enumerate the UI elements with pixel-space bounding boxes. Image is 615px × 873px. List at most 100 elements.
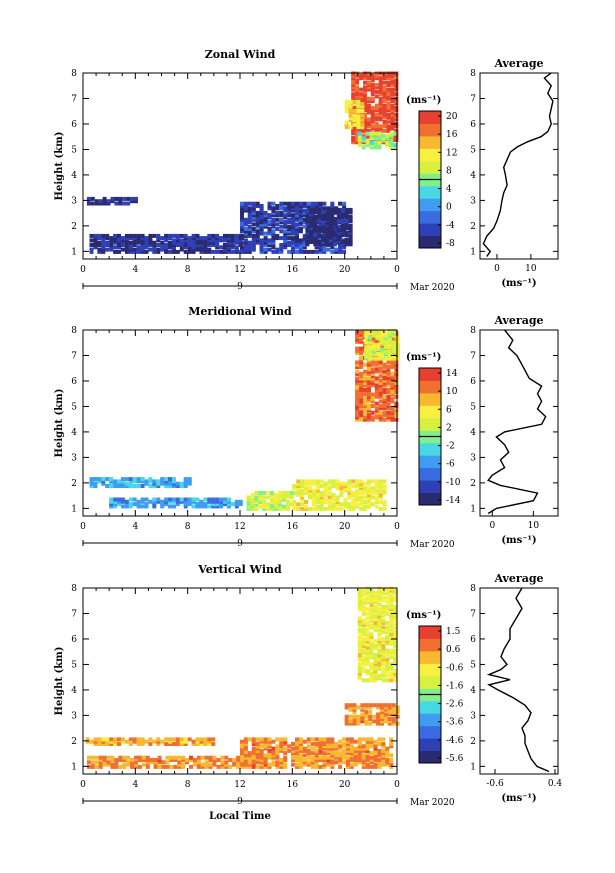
heatmap-cell-2 — [134, 764, 138, 769]
heatmap-cell-0 — [365, 591, 370, 596]
heatmap-cell-2 — [153, 758, 158, 762]
heatmap-cell-2 — [236, 760, 241, 765]
y-tick-label: 7 — [71, 351, 77, 361]
heatmap-cell-4 — [317, 219, 322, 224]
heatmap-cell-2 — [347, 479, 352, 484]
heatmap-cell-5 — [117, 240, 121, 245]
heatmap-cell-0 — [359, 394, 364, 399]
heatmap-cell-0 — [369, 646, 374, 651]
heatmap-cell-6 — [90, 196, 95, 201]
heatmap-cell-6 — [130, 199, 135, 204]
heatmap-cell-0 — [363, 108, 367, 113]
heatmap-cell-2 — [331, 497, 336, 502]
heatmap-cell-5 — [207, 238, 212, 243]
heatmap-cell-3 — [334, 227, 339, 231]
heatmap-cell-1 — [275, 744, 280, 749]
heatmap-cell-0 — [355, 413, 360, 418]
heatmap-cell-0 — [355, 335, 360, 340]
heatmap-cell-0 — [385, 648, 390, 653]
heatmap-cell-0 — [381, 648, 386, 653]
heatmap-cell-3 — [298, 222, 303, 227]
heatmap-cell-0 — [359, 360, 364, 365]
heatmap-cell-0 — [393, 618, 398, 623]
heatmap-cell-0 — [378, 78, 383, 83]
heatmap-cell-0 — [365, 627, 370, 632]
heatmap-cell-2 — [323, 490, 328, 495]
heatmap-cell-4 — [199, 502, 204, 507]
heatmap-cell-1 — [338, 755, 343, 760]
heatmap-cell-1 — [346, 748, 350, 753]
heatmap-cell-3 — [168, 737, 172, 742]
heatmap-cell-0 — [359, 415, 364, 420]
heatmap-cell-1 — [377, 737, 382, 742]
heatmap-cell-2 — [374, 486, 379, 491]
heatmap-cell-2 — [304, 488, 309, 493]
heatmap-cell-5 — [160, 245, 165, 250]
heatmap-cell-1 — [330, 742, 335, 746]
heatmap-cell-1 — [275, 764, 280, 769]
heatmap-cell-0 — [389, 598, 394, 602]
heatmap-cell-0 — [386, 119, 391, 124]
heatmap-cell-3 — [277, 495, 282, 500]
heatmap-cell-0 — [355, 365, 360, 369]
heatmap-cell-1 — [243, 742, 248, 746]
heatmap-cell-1 — [369, 751, 374, 756]
heatmap-cell-0 — [374, 89, 379, 94]
heatmap-cell-5 — [164, 236, 169, 241]
heatmap-cell-6 — [110, 199, 115, 204]
heatmap-cell-1 — [263, 742, 268, 746]
heatmap-cell-0 — [363, 369, 367, 374]
heatmap-cell-0 — [355, 140, 360, 145]
heatmap-cell-3 — [240, 224, 244, 229]
heatmap-cell-2 — [90, 760, 95, 765]
heatmap-cell-0 — [359, 376, 364, 381]
heatmap-cell-3 — [148, 737, 153, 742]
heatmap-cell-0 — [359, 399, 364, 404]
heatmap-cell-1 — [271, 751, 276, 756]
heatmap-cell-3 — [240, 215, 244, 220]
heatmap-cell-1 — [383, 331, 388, 336]
heatmap-cell-1 — [318, 751, 323, 756]
heatmap-cell-1 — [356, 113, 361, 118]
heatmap-cell-0 — [365, 630, 370, 635]
heatmap-cell-4 — [348, 714, 353, 719]
heatmap-cell-0 — [357, 669, 362, 674]
heatmap-cell-2 — [359, 500, 364, 504]
heatmap-cell-0 — [357, 588, 362, 593]
heatmap-cell-1 — [243, 748, 248, 753]
heatmap-cell-6 — [102, 201, 107, 206]
heatmap-cell-5 — [179, 481, 184, 486]
heatmap-cell-0 — [382, 387, 387, 392]
heatmap-cell-1 — [255, 751, 260, 756]
heatmap-cell-4 — [336, 237, 341, 242]
heatmap-cell-2 — [366, 493, 371, 498]
heatmap-cell-0 — [385, 625, 390, 630]
heatmap-cell-0 — [393, 648, 398, 653]
date-label: 9 — [237, 797, 243, 807]
heatmap-cell-1 — [369, 742, 374, 746]
heatmap-cell-4 — [364, 712, 369, 717]
heatmap-cell-3 — [330, 245, 335, 250]
heatmap-cell-4 — [187, 499, 192, 504]
heatmap-cell-5 — [105, 233, 110, 238]
heatmap-cell-5 — [97, 243, 102, 247]
heatmap-cell-5 — [219, 236, 224, 241]
heatmap-cell-0 — [355, 406, 360, 411]
heatmap-cell-0 — [389, 627, 394, 632]
heatmap-cell-4 — [325, 226, 329, 231]
heatmap-cell-2 — [300, 497, 305, 502]
heatmap-cell-5 — [101, 240, 106, 245]
heatmap-cell-2 — [374, 500, 379, 504]
heatmap-cell-3 — [302, 249, 307, 254]
heatmap-cell-0 — [369, 632, 374, 637]
heatmap-cell-4 — [344, 714, 349, 719]
heatmap-cell-1 — [365, 755, 370, 760]
heatmap-cell-0 — [393, 604, 398, 609]
heatmap-cell-3 — [251, 213, 256, 218]
heatmap-cell-3 — [195, 742, 200, 746]
heatmap-cell-1 — [326, 742, 331, 746]
heatmap-cell-4 — [372, 703, 377, 708]
heatmap-cell-1 — [380, 352, 384, 356]
heatmap-cell-1 — [387, 345, 392, 350]
heatmap-cell-2 — [377, 136, 382, 141]
